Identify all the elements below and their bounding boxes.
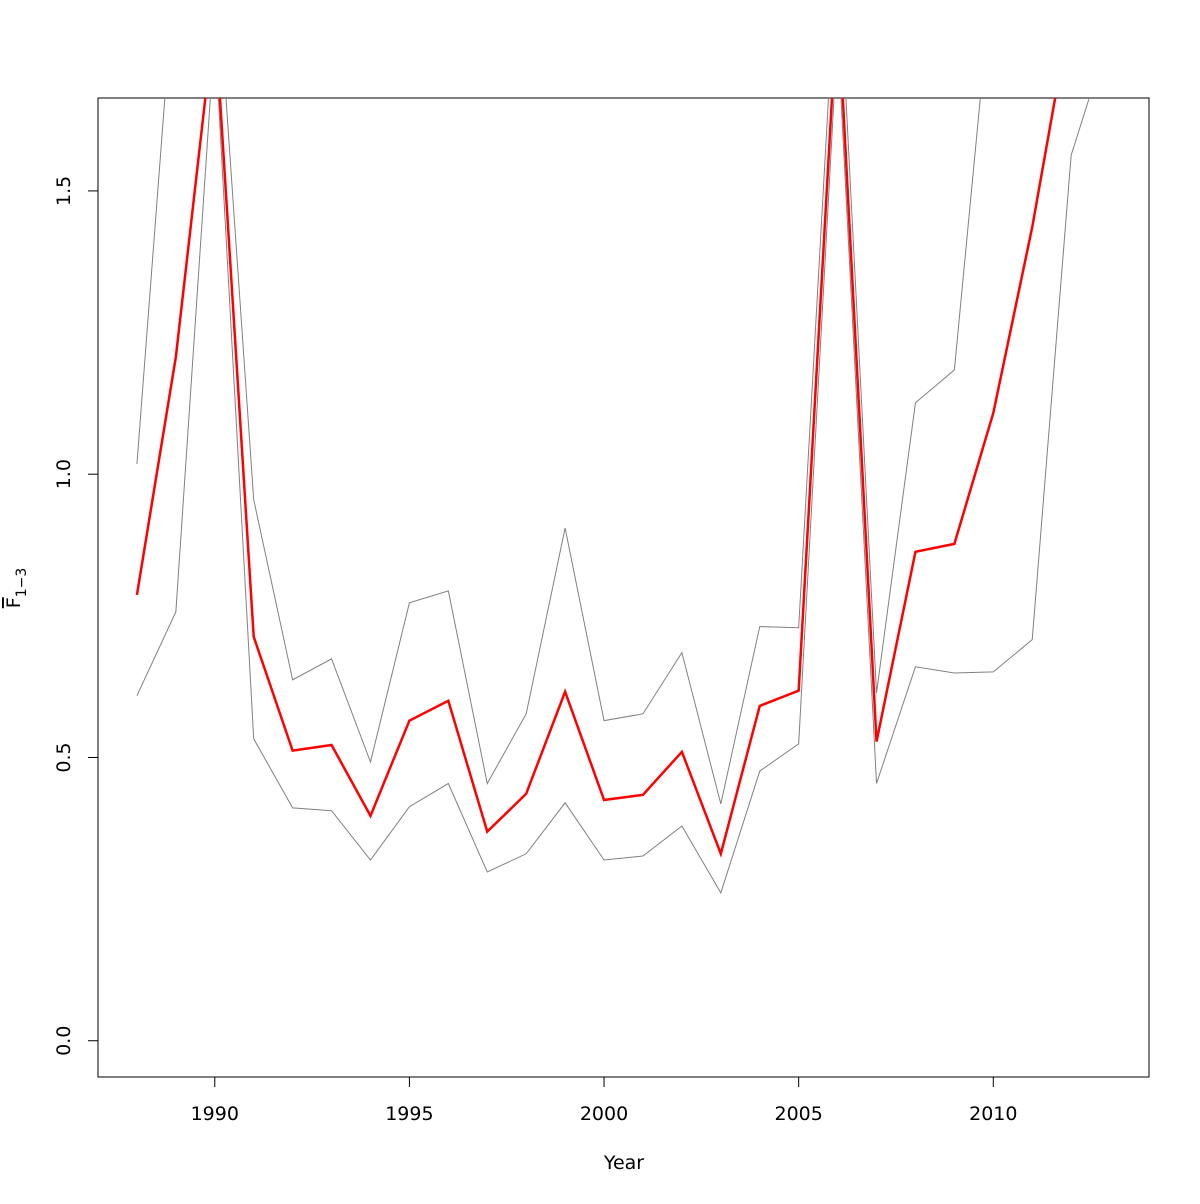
plot-frame: [97, 97, 1150, 1078]
x-tick-label: 2005: [774, 1103, 822, 1125]
x-tick-label: 2010: [969, 1103, 1017, 1125]
x-tick-label: 1995: [385, 1103, 433, 1125]
x-tick-label: 2000: [580, 1103, 628, 1125]
series-line: [135, 98, 1057, 858]
y-label-subscript: 1−3: [14, 568, 30, 598]
y-label-symbol: F: [3, 597, 25, 608]
y-axis-label-text: F1−3: [3, 568, 30, 608]
series-line: [136, 98, 1090, 895]
y-tick-label: 0.5: [53, 742, 75, 772]
x-tick-label: 1990: [191, 1103, 239, 1125]
y-tick-label: 1.0: [53, 459, 75, 489]
y-tick-label: 1.5: [53, 176, 75, 206]
series-line: [136, 98, 981, 805]
y-tick-label: 0.0: [53, 1026, 75, 1056]
y-axis-label: F1−3: [3, 568, 30, 608]
x-axis-label: Year: [603, 1152, 644, 1174]
plot-area: [135, 98, 1090, 895]
